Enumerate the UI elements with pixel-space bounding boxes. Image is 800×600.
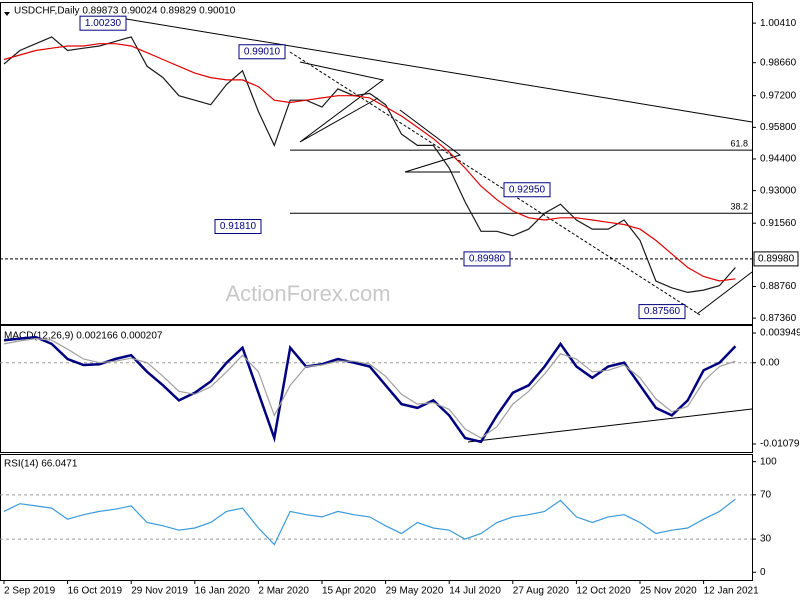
y-tick-label: 0.93000 <box>760 185 797 196</box>
series-line <box>3 335 737 444</box>
x-tick-label: 29 Nov 2019 <box>131 586 188 597</box>
annotation-box <box>214 219 262 235</box>
x-tick-label: 27 Aug 2020 <box>513 586 570 597</box>
rsi-frame <box>0 454 753 581</box>
annotation-label: 0.99010 <box>244 46 281 57</box>
annotation-label: 0.91810 <box>220 221 257 232</box>
x-tick-label: 25 Nov 2020 <box>640 586 697 597</box>
y-tick-label: 0.95800 <box>760 122 797 133</box>
x-tick-label: 16 Oct 2019 <box>68 586 123 597</box>
menu-arrow <box>4 12 10 16</box>
macd-trendline <box>467 408 753 443</box>
y-tick-label: 30 <box>760 534 772 545</box>
current-price-box <box>753 251 799 267</box>
triangle <box>399 109 462 173</box>
trendline <box>696 271 753 315</box>
y-tick-label: 0.88760 <box>760 281 797 292</box>
y-tick-label: -0.010793 <box>760 439 800 450</box>
series-line <box>3 337 736 439</box>
y-tick-label: 0.00 <box>760 357 780 368</box>
macd-title: MACD(12,26,9) 0.002166 0.000207 <box>4 331 163 342</box>
annotation-label: 1.00230 <box>85 18 122 29</box>
annotation-label: 0.89980 <box>469 254 506 265</box>
x-tick-label: 2 Sep 2019 <box>4 586 56 597</box>
fib-label: 38.2 <box>730 202 748 212</box>
annotation-box <box>463 251 511 267</box>
y-tick-label: 100 <box>760 456 777 467</box>
y-tick-label: 0.87360 <box>760 313 797 324</box>
y-tick-label: 0.97200 <box>760 90 797 101</box>
x-tick-label: 16 Jan 2020 <box>195 586 250 597</box>
rsi-title: RSI(14) 66.0471 <box>4 459 78 470</box>
x-tick-label: 15 Apr 2020 <box>322 586 376 597</box>
y-tick-label: 70 <box>760 489 772 500</box>
x-tick-label: 14 Jul 2020 <box>449 586 501 597</box>
trendline <box>119 17 753 123</box>
y-tick-label: 0.003949 <box>760 328 800 339</box>
y-tick-label: 1.00410 <box>760 18 797 29</box>
annotation-box <box>638 304 686 320</box>
annotation-box <box>79 15 127 31</box>
current-price-label: 0.89980 <box>758 254 795 265</box>
annotation-label: 0.92950 <box>509 184 546 195</box>
x-tick-label: 2 Mar 2020 <box>258 586 309 597</box>
annotation-box <box>503 182 551 198</box>
x-tick-label: 12 Jan 2021 <box>704 586 759 597</box>
fib-label: 61.8 <box>730 139 748 149</box>
price-title: USDCHF,Daily 0.89873 0.90024 0.89829 0.9… <box>14 6 236 17</box>
series-line <box>3 498 736 546</box>
macd-frame <box>0 325 753 453</box>
x-tick-label: 29 May 2020 <box>386 586 444 597</box>
x-tick-label: 12 Oct 2020 <box>576 586 631 597</box>
y-tick-label: 0.91560 <box>760 218 797 229</box>
triangle <box>299 61 385 143</box>
y-tick-label: 0.94400 <box>760 154 797 165</box>
annotation-box <box>238 44 286 60</box>
series-line <box>3 43 736 282</box>
frames <box>0 2 753 581</box>
y-tick-label: 0.98660 <box>760 57 797 68</box>
price-frame <box>0 2 753 325</box>
series-line <box>3 36 736 294</box>
annotation-label: 0.87560 <box>644 306 681 317</box>
y-tick-label: 0 <box>760 567 766 578</box>
watermark: ActionForex.com <box>225 281 390 306</box>
